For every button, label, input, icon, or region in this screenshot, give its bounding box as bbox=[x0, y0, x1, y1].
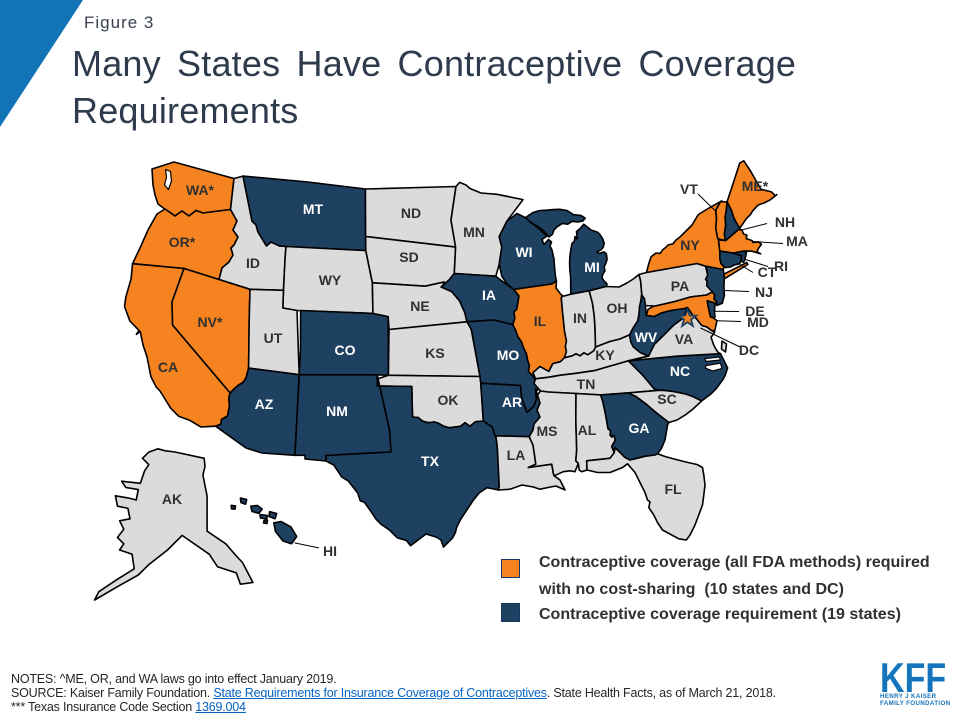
svg-text:OR*: OR* bbox=[169, 234, 196, 250]
svg-text:IA: IA bbox=[482, 287, 496, 303]
svg-text:OH: OH bbox=[607, 300, 628, 316]
svg-text:NH: NH bbox=[775, 214, 795, 230]
svg-text:LA: LA bbox=[507, 447, 526, 463]
svg-text:WY: WY bbox=[319, 272, 342, 288]
svg-text:PA: PA bbox=[671, 278, 689, 294]
svg-text:WA*: WA* bbox=[186, 182, 215, 198]
svg-text:ID: ID bbox=[246, 255, 260, 271]
svg-text:AK: AK bbox=[162, 491, 182, 507]
svg-text:MO: MO bbox=[497, 347, 520, 363]
svg-text:KS: KS bbox=[425, 345, 444, 361]
svg-text:HI: HI bbox=[323, 543, 337, 559]
svg-text:NJ: NJ bbox=[755, 284, 773, 300]
svg-text:IN: IN bbox=[573, 310, 587, 326]
svg-text:CO: CO bbox=[335, 342, 356, 358]
svg-text:KY: KY bbox=[595, 347, 615, 363]
svg-text:MT: MT bbox=[303, 201, 324, 217]
svg-text:MN: MN bbox=[463, 224, 485, 240]
svg-text:NY: NY bbox=[680, 237, 700, 253]
svg-text:NM: NM bbox=[326, 403, 348, 419]
svg-text:MS: MS bbox=[537, 423, 558, 439]
svg-text:AZ: AZ bbox=[255, 396, 274, 412]
svg-text:NE: NE bbox=[410, 298, 429, 314]
svg-text:CT: CT bbox=[758, 264, 777, 280]
svg-text:OK: OK bbox=[438, 392, 459, 408]
svg-text:SC: SC bbox=[657, 391, 676, 407]
svg-text:MI: MI bbox=[584, 259, 600, 275]
svg-text:AR: AR bbox=[502, 394, 522, 410]
svg-text:WI: WI bbox=[515, 244, 532, 260]
svg-text:VA: VA bbox=[675, 331, 693, 347]
svg-text:GA: GA bbox=[629, 420, 650, 436]
svg-text:MA: MA bbox=[786, 233, 808, 249]
svg-text:DE: DE bbox=[745, 303, 764, 319]
svg-text:ME*: ME* bbox=[742, 178, 769, 194]
svg-text:DC: DC bbox=[739, 342, 759, 358]
svg-text:CA: CA bbox=[158, 359, 178, 375]
svg-text:TX: TX bbox=[421, 453, 440, 469]
svg-text:WV: WV bbox=[635, 329, 658, 345]
svg-text:RI: RI bbox=[774, 258, 788, 274]
svg-text:UT: UT bbox=[264, 330, 283, 346]
svg-text:MD: MD bbox=[747, 314, 769, 330]
svg-text:VT: VT bbox=[680, 181, 698, 197]
svg-text:IL: IL bbox=[534, 313, 547, 329]
svg-text:AL: AL bbox=[578, 422, 597, 438]
svg-text:NC: NC bbox=[670, 363, 690, 379]
svg-text:FL: FL bbox=[664, 481, 682, 497]
svg-text:NV*: NV* bbox=[198, 314, 223, 330]
svg-text:SD: SD bbox=[399, 249, 418, 265]
svg-text:TN: TN bbox=[577, 376, 596, 392]
svg-text:ND: ND bbox=[401, 205, 421, 221]
